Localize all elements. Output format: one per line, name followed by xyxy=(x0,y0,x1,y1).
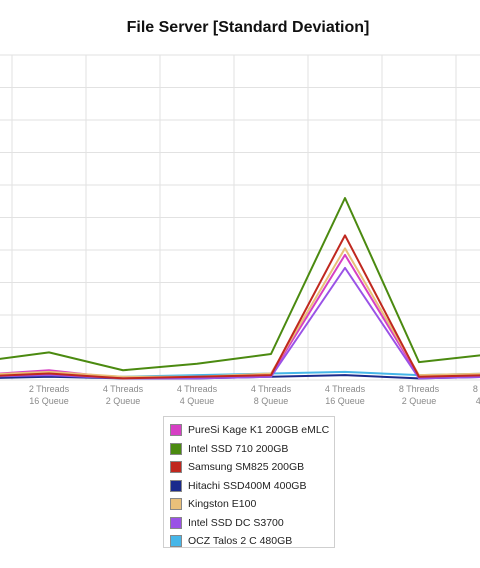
series-line-intel-ssd-710-200gb xyxy=(0,197,480,372)
x-tick-label: 4 Threads 4 Queue xyxy=(177,384,218,406)
series-line-puresi-kage-k1-200gb-emlc xyxy=(0,253,480,380)
x-tick-threads: 8 Threads xyxy=(473,384,480,394)
legend-label: OCZ Talos 2 C 480GB xyxy=(188,535,293,548)
series-lines xyxy=(0,197,480,380)
x-tick-threads: 4 Threads xyxy=(251,384,292,394)
legend-label: Kingston E100 xyxy=(188,498,257,511)
x-tick-queue: 16 Queue xyxy=(29,396,69,406)
x-tick-queue: 4 Queue xyxy=(476,396,480,406)
x-tick-threads: 4 Threads xyxy=(325,384,366,394)
x-tick-threads: 4 Threads xyxy=(177,384,218,394)
x-tick-queue: 2 Queue xyxy=(402,396,437,406)
x-tick-label: 8 Threads 4 Queue xyxy=(473,384,480,406)
legend-item: Hitachi SSD400M 400GB xyxy=(170,477,328,496)
x-tick-queue: 2 Queue xyxy=(106,396,141,406)
x-tick-label: 8 Threads 2 Queue xyxy=(399,384,440,406)
legend-item: Intel SSD DC S3700 xyxy=(170,514,328,533)
grid xyxy=(0,54,480,381)
legend-label: Intel SSD 710 200GB xyxy=(188,442,289,455)
legend-label: Samsung SM825 200GB xyxy=(188,461,305,474)
legend-label: Intel SSD DC S3700 xyxy=(188,516,284,529)
x-tick-threads: 4 Threads xyxy=(103,384,144,394)
x-tick-label: 4 Threads 2 Queue xyxy=(103,384,144,406)
x-tick-queue: 8 Queue xyxy=(254,396,289,406)
legend-label: PureSi Kage K1 200GB eMLC xyxy=(188,424,330,437)
series-line-samsung-sm825-200gb xyxy=(0,234,480,380)
legend-item: Samsung SM825 200GB xyxy=(170,458,328,477)
series-line-intel-ssd-dc-s3700 xyxy=(0,266,480,380)
legend-swatch xyxy=(170,461,182,474)
legend-label: Hitachi SSD400M 400GB xyxy=(188,479,307,492)
legend-item: PureSi Kage K1 200GB eMLC xyxy=(170,421,330,440)
legend-swatch xyxy=(170,535,182,548)
legend-item: Kingston E100 xyxy=(170,495,328,514)
legend-swatch xyxy=(170,424,182,437)
legend-item: Intel SSD 710 200GB xyxy=(170,440,328,459)
x-tick-threads: 8 Threads xyxy=(399,384,440,394)
legend-item: OCZ Talos 2 C 480GB xyxy=(170,532,328,551)
x-tick-threads: 2 Threads xyxy=(29,384,70,394)
legend: PureSi Kage K1 200GB eMLC Intel SSD 710 2… xyxy=(163,416,335,548)
legend-swatch xyxy=(170,498,182,511)
x-tick-queue: 16 Queue xyxy=(325,396,365,406)
x-tick-label: 2 Threads 16 Queue xyxy=(29,384,70,406)
chart-title: File Server [Standard Deviation] xyxy=(126,19,370,36)
legend-swatch xyxy=(170,442,182,455)
x-tick-queue: 4 Queue xyxy=(180,396,215,406)
series-line-kingston-e100 xyxy=(0,247,480,378)
legend-swatch xyxy=(170,479,182,492)
x-tick-label: 4 Threads 8 Queue xyxy=(251,384,292,406)
legend-swatch xyxy=(170,516,182,529)
x-tick-label: 4 Threads 16 Queue xyxy=(325,384,366,406)
